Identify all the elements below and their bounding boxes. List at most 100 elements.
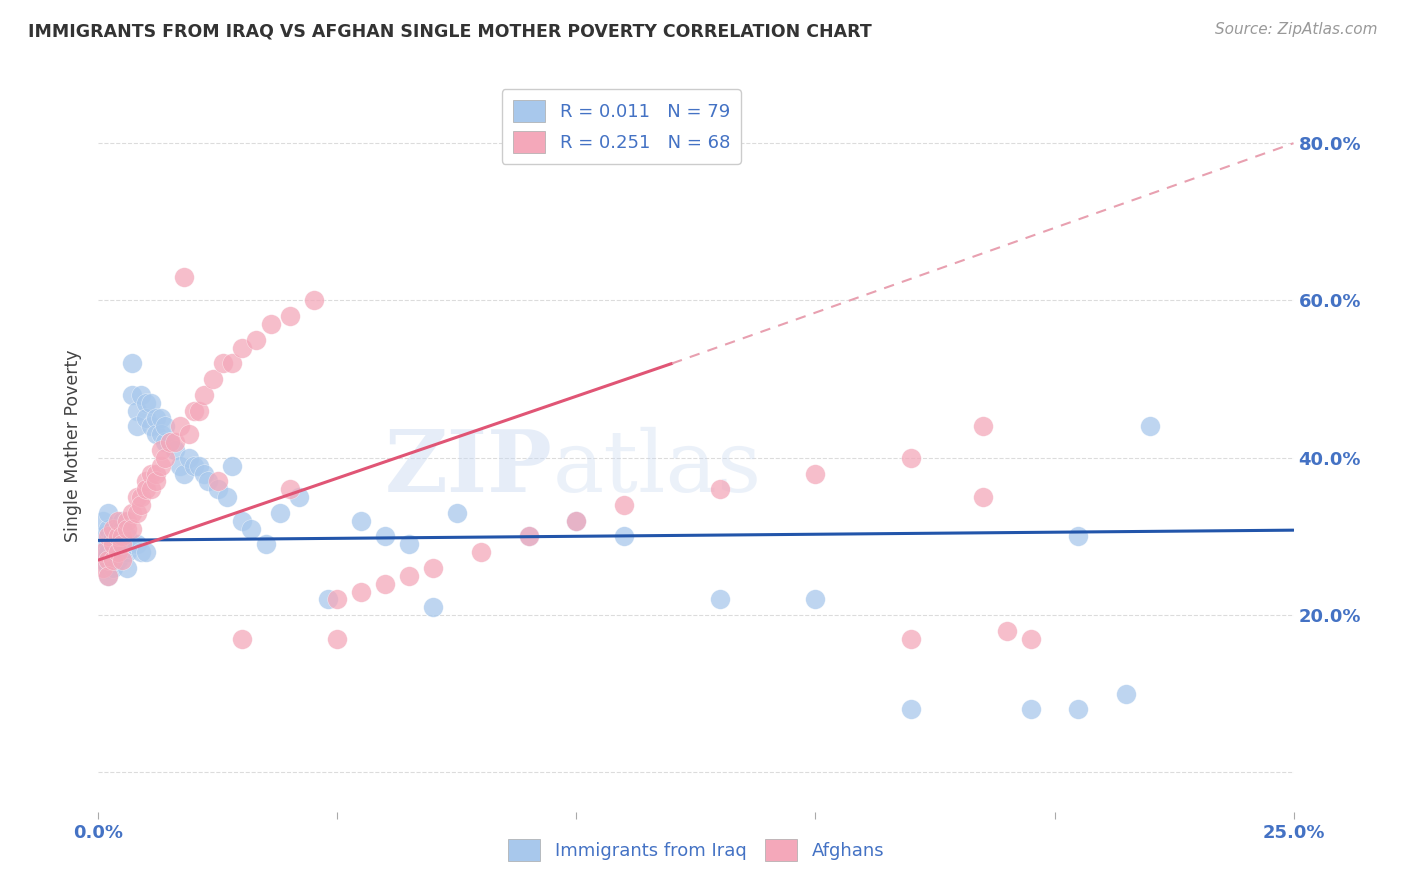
Point — [91, 545, 114, 559]
Point — [135, 396, 157, 410]
Point — [207, 475, 229, 489]
Point — [155, 435, 177, 450]
Point — [900, 702, 922, 716]
Point — [187, 403, 209, 417]
Point — [278, 482, 301, 496]
Point — [187, 458, 209, 473]
Point — [101, 553, 124, 567]
Point — [179, 427, 201, 442]
Point — [91, 553, 114, 567]
Point — [245, 333, 267, 347]
Point — [422, 600, 444, 615]
Y-axis label: Single Mother Poverty: Single Mother Poverty — [65, 350, 83, 542]
Point — [709, 482, 731, 496]
Point — [115, 514, 138, 528]
Point — [111, 553, 134, 567]
Point — [125, 506, 148, 520]
Point — [145, 475, 167, 489]
Point — [149, 427, 172, 442]
Point — [254, 537, 277, 551]
Point — [97, 529, 120, 543]
Point — [107, 529, 129, 543]
Point — [101, 529, 124, 543]
Point — [900, 632, 922, 646]
Point — [972, 490, 994, 504]
Point — [163, 435, 186, 450]
Point — [97, 561, 120, 575]
Point — [97, 553, 120, 567]
Point — [107, 522, 129, 536]
Point — [278, 310, 301, 324]
Point — [135, 482, 157, 496]
Point — [709, 592, 731, 607]
Point — [115, 522, 138, 536]
Point — [517, 529, 540, 543]
Point — [97, 545, 120, 559]
Point — [1067, 529, 1090, 543]
Point — [91, 561, 114, 575]
Point — [131, 490, 153, 504]
Point — [183, 458, 205, 473]
Point — [193, 467, 215, 481]
Point — [326, 592, 349, 607]
Point — [179, 450, 201, 465]
Point — [111, 529, 134, 543]
Point — [163, 442, 186, 457]
Point — [231, 341, 253, 355]
Point — [197, 475, 219, 489]
Point — [111, 537, 134, 551]
Text: Source: ZipAtlas.com: Source: ZipAtlas.com — [1215, 22, 1378, 37]
Point — [900, 450, 922, 465]
Point — [613, 529, 636, 543]
Point — [173, 269, 195, 284]
Point — [1067, 702, 1090, 716]
Point — [125, 419, 148, 434]
Point — [145, 467, 167, 481]
Point — [145, 411, 167, 425]
Legend: Immigrants from Iraq, Afghans: Immigrants from Iraq, Afghans — [501, 832, 891, 869]
Point — [107, 529, 129, 543]
Point — [101, 553, 124, 567]
Point — [149, 442, 172, 457]
Point — [97, 568, 120, 582]
Point — [422, 561, 444, 575]
Point — [804, 592, 827, 607]
Point — [149, 411, 172, 425]
Point — [139, 482, 162, 496]
Point — [240, 522, 263, 536]
Point — [131, 388, 153, 402]
Point — [101, 561, 124, 575]
Point — [115, 529, 138, 543]
Point — [1019, 702, 1042, 716]
Point — [1019, 632, 1042, 646]
Point — [470, 545, 492, 559]
Point — [131, 545, 153, 559]
Point — [565, 514, 588, 528]
Point — [107, 537, 129, 551]
Point — [139, 419, 162, 434]
Point — [97, 568, 120, 582]
Point — [211, 356, 233, 370]
Point — [111, 545, 134, 559]
Point — [202, 372, 225, 386]
Point — [91, 529, 114, 543]
Point — [145, 427, 167, 442]
Point — [374, 529, 396, 543]
Point — [97, 537, 120, 551]
Point — [173, 467, 195, 481]
Point — [446, 506, 468, 520]
Point — [231, 514, 253, 528]
Point — [149, 458, 172, 473]
Point — [159, 435, 181, 450]
Point — [91, 545, 114, 559]
Point — [207, 482, 229, 496]
Text: ZIP: ZIP — [385, 426, 553, 510]
Point — [288, 490, 311, 504]
Point — [97, 522, 120, 536]
Point — [350, 514, 373, 528]
Point — [302, 293, 325, 308]
Point — [183, 403, 205, 417]
Point — [125, 490, 148, 504]
Point — [155, 450, 177, 465]
Point — [316, 592, 339, 607]
